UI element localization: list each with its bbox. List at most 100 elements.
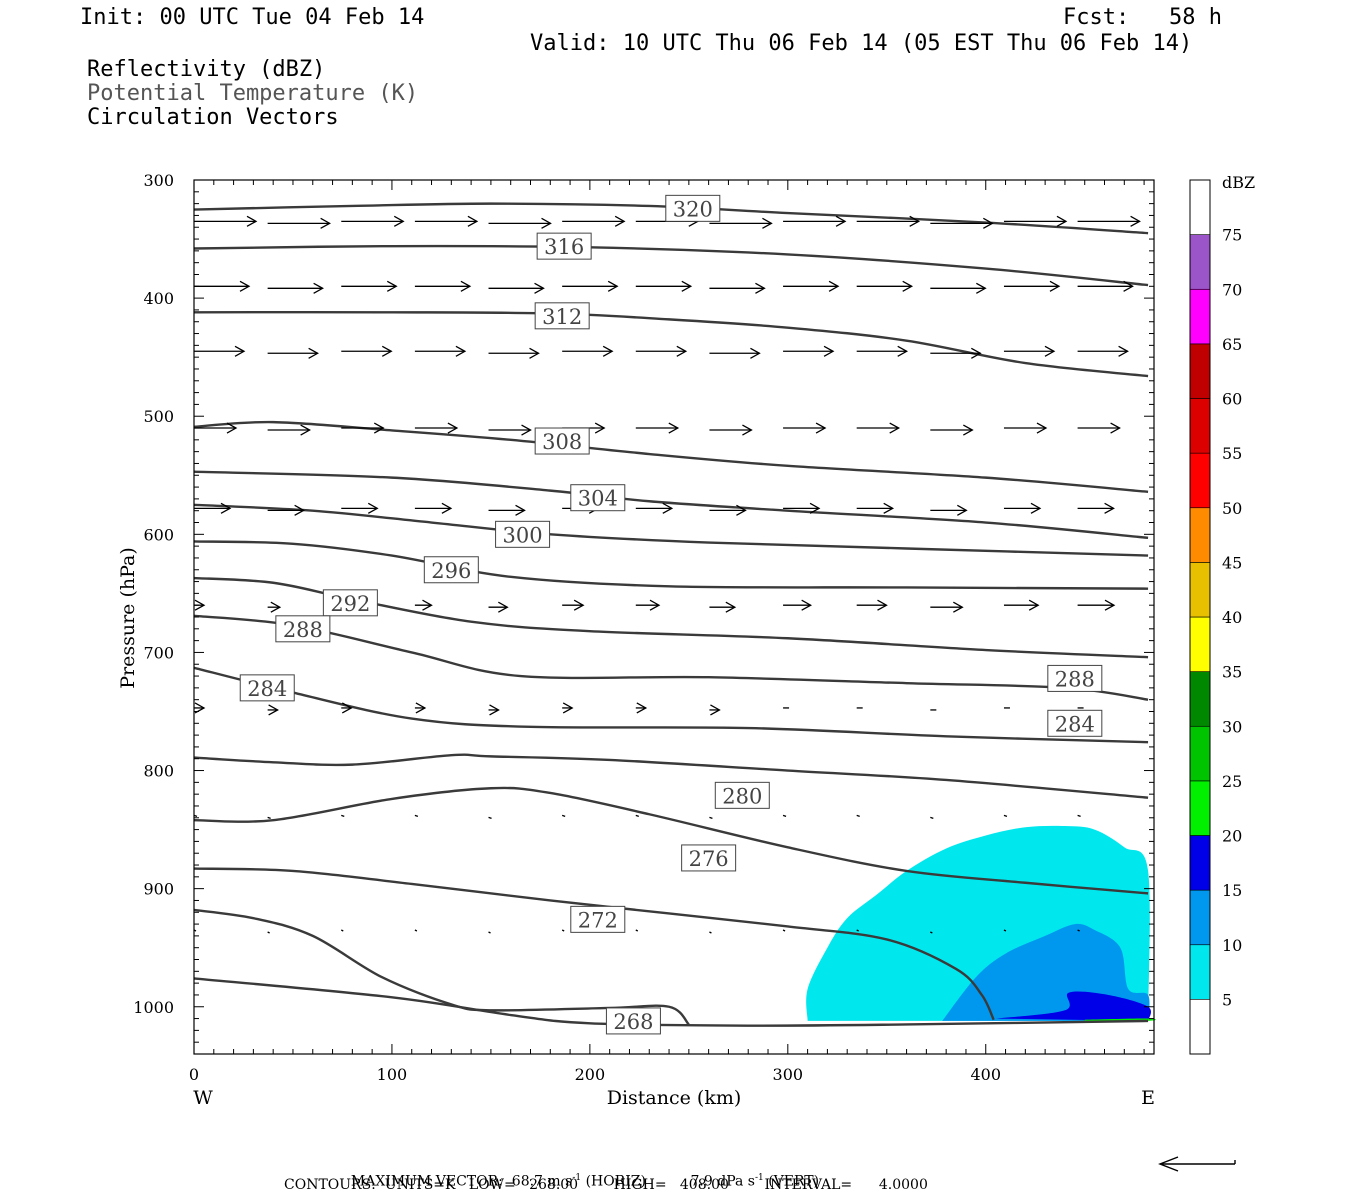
colorbar-title: dBZ (1222, 173, 1255, 192)
svg-text:268: 268 (613, 1010, 653, 1034)
wind-vector (194, 422, 238, 434)
wind-vector (267, 347, 319, 359)
wind-vector (414, 422, 459, 434)
contour-label-300: 300 (495, 520, 551, 548)
wind-vector (709, 217, 773, 229)
wind-vector (1077, 280, 1134, 292)
wind-vector (1077, 814, 1081, 818)
wind-vector (635, 929, 639, 932)
wind-vector (562, 702, 574, 714)
wind-vector (930, 217, 994, 229)
wind-vector (1003, 929, 1007, 932)
y-tick: 800 (143, 762, 1154, 781)
circulation-vectors (193, 215, 1141, 934)
wind-vector (1003, 599, 1040, 611)
contour-label-316: 316 (536, 232, 592, 260)
contour-label-276: 276 (681, 844, 737, 872)
colorbar-level-label: 15 (1222, 881, 1242, 900)
svg-text:320: 320 (673, 197, 713, 221)
colorbar-level-label: 45 (1222, 553, 1242, 572)
reflectivity-area-15dbz (995, 991, 1151, 1021)
wind-vector (267, 816, 271, 820)
colorbar-level-label: 25 (1222, 772, 1242, 791)
wind-vector (1077, 502, 1115, 514)
valid-time: Valid: 10 UTC Thu 06 Feb 14 (05 EST Thu … (530, 31, 1193, 56)
wind-vector (561, 929, 565, 932)
horiz-unit-exponent: -1 (572, 1173, 582, 1183)
colorbar-cell-5 (1189, 944, 1211, 1000)
wind-vector (856, 215, 921, 227)
contour-label-308: 308 (534, 427, 590, 455)
y-tick-label: 600 (143, 525, 174, 544)
wind-vector (709, 504, 747, 516)
wind-vector (635, 599, 661, 611)
x-tick-label: 200 (575, 1065, 606, 1084)
axes: 300 400 500 600 700 800 900 1000 0 100 200 300 400 (133, 171, 1154, 1084)
x-tick: 100 (377, 180, 408, 1084)
contour-label-288: 288 (275, 615, 331, 643)
colorbar-cell-20 (1189, 780, 1211, 836)
colorbar-cell-25 (1189, 725, 1211, 782)
field-circulation-vectors: Circulation Vectors (87, 105, 339, 130)
contours-info: CONTOURS: UNITS=K LOW= 268.00 HIGH= 408.… (284, 1177, 928, 1193)
colorbar-level-label: 55 (1222, 444, 1242, 463)
max-vector-line: MAXIMUM VECTOR: 68.7 m s-1 (HORIZ) 7.9 d… (342, 1157, 819, 1190)
wind-vector (267, 931, 270, 934)
wind-vector (561, 814, 566, 818)
x-tick: 400 (970, 180, 1001, 1084)
wind-vector (635, 422, 680, 434)
wind-vector (414, 929, 418, 932)
colorbar-cell-30 (1189, 671, 1211, 727)
colorbar-cell-45 (1189, 507, 1211, 563)
contour-label-268: 268 (605, 1007, 661, 1035)
y-axis-label: Pressure (hPa) (117, 547, 139, 689)
colorbar-level-label: 10 (1222, 936, 1242, 955)
colorbar-cell-35 (1189, 616, 1211, 672)
colorbar-level-label: 5 (1222, 990, 1232, 1009)
wind-vector (930, 931, 933, 934)
svg-text:308: 308 (542, 430, 582, 454)
theta-line-312 (193, 310, 1149, 378)
wind-vector (635, 280, 693, 292)
wind-vector (1003, 215, 1068, 227)
y-tick: 500 (143, 407, 1154, 426)
colorbar-cell-60 (1189, 343, 1211, 399)
wind-vector (194, 280, 251, 292)
theta-line-276 (193, 786, 1149, 895)
wind-vector (1077, 599, 1116, 611)
wind-vector (930, 601, 964, 613)
wind-vector (267, 601, 282, 613)
wind-vector (562, 280, 619, 292)
vert-tag: (VERT) (768, 1173, 820, 1190)
x-tick-label: 0 (189, 1065, 199, 1084)
wind-vector (488, 504, 526, 516)
wind-vector (783, 280, 840, 292)
colorbar-level-label: 20 (1222, 827, 1242, 846)
theta-line-308 (193, 420, 1149, 494)
y-tick-label: 400 (143, 289, 174, 308)
colorbar-level-label: 30 (1222, 717, 1242, 736)
wind-vector (194, 345, 246, 357)
x-tick-label: 300 (773, 1065, 804, 1084)
colorbar-level-label: 40 (1222, 608, 1242, 627)
field-potential-temperature: Potential Temperature (K) (87, 81, 419, 106)
contour-label-292: 292 (322, 589, 378, 617)
x-tick-label: 100 (377, 1065, 408, 1084)
wind-vector (1003, 345, 1056, 357)
wind-vector (783, 502, 821, 514)
colorbar: 5 10 15 20 25 30 35 40 45 50 55 60 65 70 75 dBZ (1189, 173, 1255, 1055)
contour-label-304: 304 (570, 484, 626, 512)
wind-vector (1077, 929, 1080, 932)
colorbar-level-label: 60 (1222, 390, 1242, 409)
theta-line-320 (193, 202, 1149, 235)
wind-vector (635, 814, 640, 818)
y-tick: 1000 (133, 998, 1154, 1017)
y-tick: 700 (143, 643, 1154, 662)
wind-vector (414, 215, 479, 227)
y-tick: 300 (143, 171, 1154, 190)
wind-vector (488, 601, 509, 613)
x-left-end-label: W (193, 1087, 213, 1109)
wind-vector (709, 424, 753, 436)
y-tick-label: 800 (143, 762, 174, 781)
wind-vector (709, 282, 766, 294)
